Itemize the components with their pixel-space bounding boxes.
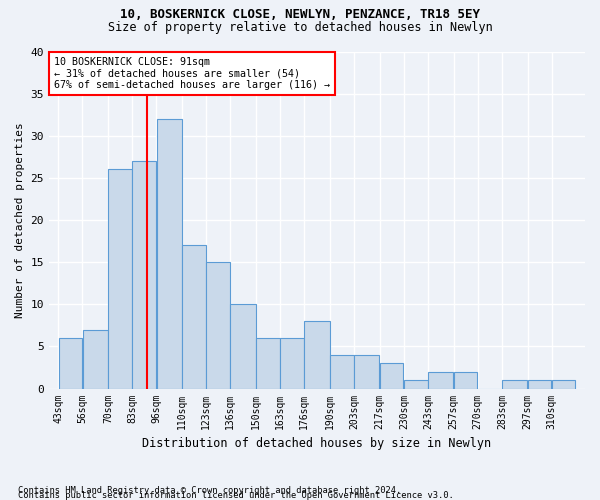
Bar <box>133 161 156 388</box>
Text: Contains HM Land Registry data © Crown copyright and database right 2024.: Contains HM Land Registry data © Crown c… <box>18 486 401 495</box>
Bar <box>157 119 182 388</box>
Bar <box>428 372 454 388</box>
Bar <box>502 380 527 388</box>
Bar <box>304 321 329 388</box>
Bar <box>206 262 230 388</box>
Bar <box>355 355 379 388</box>
Bar <box>83 330 107 388</box>
Text: Size of property relative to detached houses in Newlyn: Size of property relative to detached ho… <box>107 21 493 34</box>
Bar <box>256 338 280 388</box>
Bar <box>109 170 132 388</box>
Y-axis label: Number of detached properties: Number of detached properties <box>15 122 25 318</box>
Text: 10 BOSKERNICK CLOSE: 91sqm
← 31% of detached houses are smaller (54)
67% of semi: 10 BOSKERNICK CLOSE: 91sqm ← 31% of deta… <box>54 56 330 90</box>
Bar <box>280 338 304 388</box>
X-axis label: Distribution of detached houses by size in Newlyn: Distribution of detached houses by size … <box>142 437 491 450</box>
Bar <box>454 372 478 388</box>
Bar <box>59 338 82 388</box>
Text: 10, BOSKERNICK CLOSE, NEWLYN, PENZANCE, TR18 5EY: 10, BOSKERNICK CLOSE, NEWLYN, PENZANCE, … <box>120 8 480 20</box>
Text: Contains public sector information licensed under the Open Government Licence v3: Contains public sector information licen… <box>18 491 454 500</box>
Bar <box>528 380 551 388</box>
Bar <box>552 380 575 388</box>
Bar <box>380 364 403 388</box>
Bar <box>230 304 256 388</box>
Bar <box>182 246 206 388</box>
Bar <box>330 355 353 388</box>
Bar <box>404 380 428 388</box>
